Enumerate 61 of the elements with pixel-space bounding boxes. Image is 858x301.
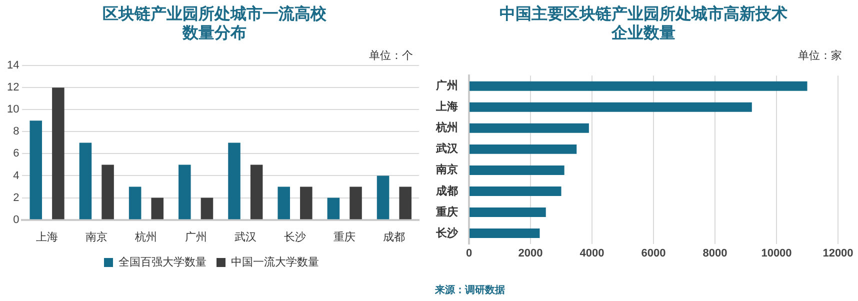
bar xyxy=(327,198,340,220)
bar xyxy=(376,176,390,220)
y-tick-label: 重庆 xyxy=(435,205,458,218)
x-tick-label: 长沙 xyxy=(284,230,306,244)
y-tick-label: 广州 xyxy=(435,79,458,92)
x-tick-label: 2000 xyxy=(518,247,543,260)
bar xyxy=(470,81,808,91)
y-tick-label: 2 xyxy=(13,192,20,204)
y-tick-label: 武汉 xyxy=(435,142,459,156)
bar xyxy=(278,186,290,220)
bar xyxy=(470,186,562,196)
x-tick-label: 12000 xyxy=(822,247,854,260)
bar xyxy=(470,165,564,175)
bar xyxy=(178,164,191,220)
x-tick-label: 0 xyxy=(466,247,472,260)
x-tick-label: 南京 xyxy=(86,230,108,244)
x-tick-label: 10000 xyxy=(761,247,792,260)
bar xyxy=(151,198,164,220)
x-tick-label: 武汉 xyxy=(234,230,256,244)
y-tick-label: 8 xyxy=(13,126,20,138)
x-tick-label: 杭州 xyxy=(134,230,158,244)
x-tick-label: 4000 xyxy=(580,247,604,260)
bar xyxy=(470,208,546,217)
y-tick-label: 4 xyxy=(13,170,20,182)
bar xyxy=(128,186,142,220)
y-tick-label: 南京 xyxy=(435,163,458,176)
bar xyxy=(102,164,114,220)
bar xyxy=(350,186,362,220)
y-tick-label: 0 xyxy=(13,214,20,226)
bar xyxy=(470,144,577,154)
bar xyxy=(470,123,589,133)
y-tick-label: 10 xyxy=(6,104,20,116)
x-tick-label: 广州 xyxy=(184,230,207,244)
y-tick-label: 12 xyxy=(6,82,20,94)
bar xyxy=(79,142,92,220)
source-note: 来源：调研数据 xyxy=(435,284,505,297)
bar xyxy=(470,102,752,112)
legend-label: 中国一流大学数量 xyxy=(231,256,319,269)
y-tick-label: 杭州 xyxy=(435,121,458,134)
y-tick-label: 14 xyxy=(6,60,20,72)
bar xyxy=(470,228,540,238)
bar xyxy=(300,186,312,220)
bar xyxy=(228,142,240,220)
bar xyxy=(200,198,214,220)
chart-title: 区块链产业园所处城市一流高校数量分布 xyxy=(102,4,328,42)
bar xyxy=(30,120,42,220)
bar xyxy=(399,186,412,220)
y-tick-label: 上海 xyxy=(435,100,458,114)
x-tick-label: 8000 xyxy=(702,247,728,260)
text: 单位：个 xyxy=(369,48,413,63)
x-tick-label: 重庆 xyxy=(334,230,356,244)
chart-title: 中国主要区块链产业园所处城市高新技术企业数量 xyxy=(498,4,788,42)
legend-label: 全国百强大学数量 xyxy=(118,256,206,269)
bar xyxy=(250,164,263,220)
bar xyxy=(52,88,64,220)
y-tick-label: 6 xyxy=(13,148,20,160)
x-tick-label: 成都 xyxy=(383,230,406,244)
x-tick-label: 6000 xyxy=(641,247,666,260)
x-tick-label: 上海 xyxy=(36,230,58,244)
text: 单位：家 xyxy=(798,48,842,63)
y-tick-label: 成都 xyxy=(435,184,458,198)
